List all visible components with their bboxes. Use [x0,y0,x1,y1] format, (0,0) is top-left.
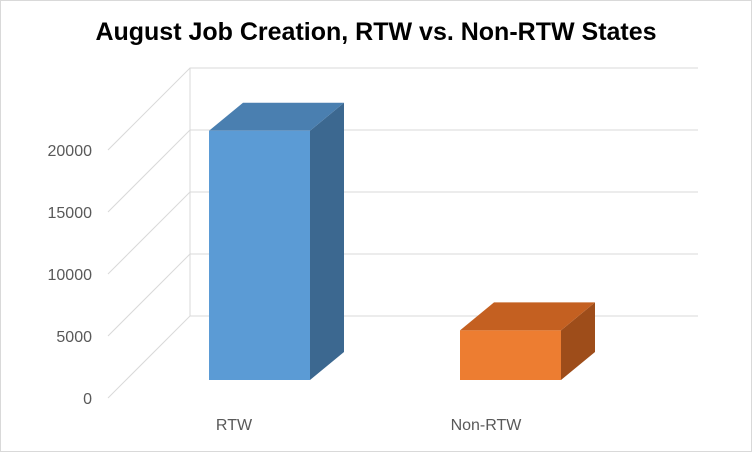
bar-side [310,102,344,380]
y-axis-ticks: 0 5000 10000 15000 20000 [48,143,93,408]
bar-rtw [209,102,344,380]
y-tick-label: 20000 [48,143,93,160]
bar-top [209,102,344,131]
bars [209,102,595,380]
x-tick-label: RTW [216,417,253,434]
gridline [107,315,698,399]
gridline [107,67,698,151]
gridlines [107,67,698,399]
y-tick-label: 5000 [56,329,92,346]
y-tick-label: 0 [83,391,92,408]
y-tick-label: 15000 [48,205,93,222]
y-tick-label: 10000 [48,267,93,284]
bar-side [561,302,595,380]
bar-top [460,302,595,331]
bar-front [209,130,310,380]
bar-front [460,330,561,380]
x-tick-label: Non-RTW [451,417,523,434]
gridline [107,191,698,275]
bar-non-rtw [460,302,595,380]
gridline [107,129,698,213]
chart-title: August Job Creation, RTW vs. Non-RTW Sta… [95,18,657,46]
x-axis-ticks: RTW Non-RTW [216,417,522,434]
gridline [107,253,698,337]
